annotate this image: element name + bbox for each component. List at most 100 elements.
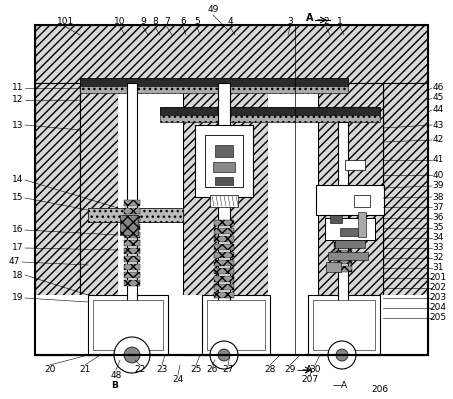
Bar	[338, 122, 348, 315]
Bar	[207, 300, 265, 350]
Bar	[334, 210, 352, 216]
Text: 202: 202	[429, 284, 447, 292]
Bar	[124, 216, 140, 222]
Bar	[80, 83, 118, 355]
Bar	[88, 295, 168, 355]
Text: 18: 18	[12, 271, 24, 280]
Bar	[93, 300, 163, 350]
Bar	[318, 83, 383, 355]
Text: 43: 43	[432, 120, 443, 130]
Bar	[313, 300, 375, 350]
Bar	[334, 250, 352, 256]
Text: 21: 21	[79, 365, 91, 375]
Text: 19: 19	[12, 294, 24, 302]
Bar	[326, 262, 341, 272]
Bar	[214, 268, 234, 274]
Text: 8: 8	[152, 18, 158, 26]
Text: 12: 12	[12, 95, 24, 105]
Text: 30: 30	[309, 365, 321, 375]
Text: 2: 2	[323, 18, 329, 26]
Circle shape	[218, 349, 230, 361]
Text: 5: 5	[194, 18, 200, 26]
Text: 38: 38	[432, 192, 444, 201]
Text: 20: 20	[44, 365, 56, 375]
Text: 3: 3	[287, 18, 293, 26]
Bar	[316, 185, 384, 215]
Text: 44: 44	[432, 105, 443, 115]
Bar	[214, 236, 234, 242]
Text: 39: 39	[432, 182, 444, 190]
Bar	[124, 200, 140, 206]
Text: 22: 22	[135, 365, 145, 375]
Bar	[325, 218, 375, 240]
Text: A: A	[306, 13, 314, 23]
Text: 4: 4	[227, 18, 233, 26]
Bar	[124, 256, 140, 262]
Bar	[334, 242, 352, 248]
Bar	[124, 232, 140, 238]
Bar	[88, 208, 183, 222]
Bar	[195, 125, 253, 197]
Bar	[214, 292, 234, 298]
Bar	[195, 125, 253, 197]
Text: 10: 10	[114, 18, 126, 26]
Bar	[334, 266, 352, 272]
Text: 45: 45	[432, 93, 443, 103]
Text: 204: 204	[429, 304, 447, 312]
Bar	[214, 220, 234, 226]
Bar	[334, 258, 352, 264]
Text: 34: 34	[432, 233, 443, 243]
Bar	[334, 226, 352, 232]
Text: 16: 16	[12, 225, 24, 235]
Text: 47: 47	[8, 257, 19, 267]
Bar	[218, 83, 230, 315]
Text: 25: 25	[190, 365, 202, 375]
Bar	[35, 83, 80, 355]
Bar	[316, 185, 384, 215]
Text: 15: 15	[12, 194, 24, 203]
Text: 206: 206	[371, 385, 389, 395]
Circle shape	[114, 337, 150, 373]
Text: 36: 36	[432, 213, 444, 223]
Text: 101: 101	[58, 18, 75, 26]
Bar	[334, 234, 352, 240]
Text: 1: 1	[337, 18, 343, 26]
Bar	[340, 228, 362, 236]
Bar	[124, 280, 140, 286]
Bar	[127, 83, 137, 313]
Circle shape	[124, 347, 140, 363]
Circle shape	[210, 341, 238, 369]
Bar	[205, 135, 243, 187]
Text: B: B	[111, 381, 118, 389]
Bar	[383, 83, 428, 355]
Text: 23: 23	[156, 365, 168, 375]
Text: 42: 42	[432, 136, 443, 144]
Bar	[124, 224, 140, 230]
Text: 29: 29	[284, 365, 296, 375]
Bar	[214, 276, 234, 282]
Text: 31: 31	[432, 263, 444, 273]
Text: 33: 33	[432, 243, 444, 253]
Text: 11: 11	[12, 83, 24, 93]
Text: 40: 40	[432, 170, 443, 180]
Text: 205: 205	[429, 314, 447, 322]
Bar	[120, 215, 138, 235]
Bar	[213, 162, 235, 172]
Text: 26: 26	[206, 365, 218, 375]
Text: 37: 37	[432, 203, 444, 211]
Bar	[88, 208, 183, 222]
Text: 6: 6	[180, 18, 186, 26]
Bar	[354, 195, 370, 207]
Bar	[214, 260, 234, 266]
Bar	[183, 83, 268, 355]
Text: 27: 27	[222, 365, 234, 375]
Text: 13: 13	[12, 120, 24, 130]
Text: 14: 14	[12, 176, 24, 184]
Circle shape	[328, 341, 356, 369]
Text: 35: 35	[432, 223, 444, 233]
Text: 48: 48	[111, 371, 122, 379]
Text: —A: —A	[333, 381, 347, 389]
Bar	[334, 218, 352, 224]
Bar	[214, 228, 234, 234]
Bar	[308, 295, 380, 355]
